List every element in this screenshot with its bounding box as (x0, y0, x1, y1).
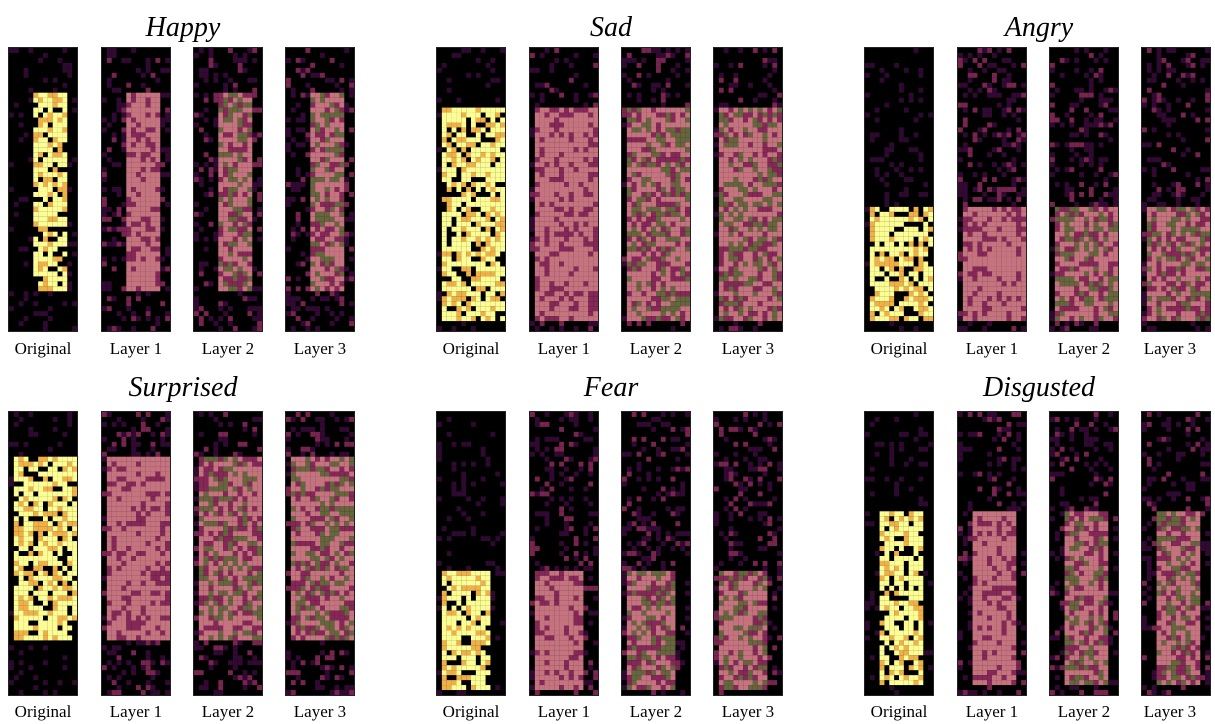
group-title-sad: Sad (590, 12, 632, 43)
panel-label: Layer 1 (109, 702, 163, 721)
spectrogram-fear-layer2 (621, 411, 691, 696)
panel-label: Original (14, 339, 72, 358)
spectrogram-disgusted-original (864, 411, 934, 696)
panel-label: Layer 3 (1143, 702, 1197, 721)
spectrogram-sad-layer1 (529, 47, 599, 332)
group-title-happy: Happy (145, 12, 221, 43)
spectrogram-angry-original (864, 47, 934, 332)
panel-label: Original (870, 339, 928, 358)
spectrogram-angry-layer3 (1141, 47, 1211, 332)
panel-label: Layer 1 (537, 702, 591, 721)
panel-label: Layer 2 (629, 702, 683, 721)
spectrogram-surprised-layer1 (101, 411, 171, 696)
spectrogram-surprised-original (8, 411, 78, 696)
spectrogram-happy-original (8, 47, 78, 332)
panel-label: Layer 2 (1057, 702, 1111, 721)
spectrogram-angry-layer2 (1049, 47, 1119, 332)
spectrogram-angry-layer1 (957, 47, 1027, 332)
group-title-disgusted: Disgusted (983, 372, 1095, 403)
spectrogram-happy-layer1 (101, 47, 171, 332)
spectrogram-disgusted-layer3 (1141, 411, 1211, 696)
panel-label: Layer 3 (293, 702, 347, 721)
spectrogram-sad-layer3 (713, 47, 783, 332)
panel-label: Layer 3 (721, 339, 775, 358)
panel-label: Layer 1 (537, 339, 591, 358)
panel-label: Layer 1 (965, 339, 1019, 358)
group-title-surprised: Surprised (128, 372, 238, 403)
group-title-fear: Fear (583, 372, 639, 403)
spectrogram-sad-layer2 (621, 47, 691, 332)
panel-label: Layer 2 (1057, 339, 1111, 358)
spectrogram-disgusted-layer1 (957, 411, 1027, 696)
panel-label: Original (14, 702, 72, 721)
spectrogram-fear-original (436, 411, 506, 696)
panel-label: Layer 2 (201, 339, 255, 358)
panel-label: Original (442, 702, 500, 721)
group-title-angry: Angry (1004, 12, 1074, 43)
spectrogram-sad-original (436, 47, 506, 332)
panel-label: Layer 2 (201, 702, 255, 721)
spectrogram-happy-layer2 (193, 47, 263, 332)
panel-label: Layer 2 (629, 339, 683, 358)
spectrogram-disgusted-layer2 (1049, 411, 1119, 696)
panel-label: Layer 3 (1143, 339, 1197, 358)
spectrogram-fear-layer1 (529, 411, 599, 696)
panel-label: Layer 3 (721, 702, 775, 721)
panel-label: Layer 3 (293, 339, 347, 358)
panel-label: Layer 1 (109, 339, 163, 358)
spectrogram-surprised-layer2 (193, 411, 263, 696)
spectrogram-happy-layer3 (285, 47, 355, 332)
spectrogram-surprised-layer3 (285, 411, 355, 696)
panel-label: Layer 1 (965, 702, 1019, 721)
panel-label: Original (442, 339, 500, 358)
panel-label: Original (870, 702, 928, 721)
spectrogram-fear-layer3 (713, 411, 783, 696)
